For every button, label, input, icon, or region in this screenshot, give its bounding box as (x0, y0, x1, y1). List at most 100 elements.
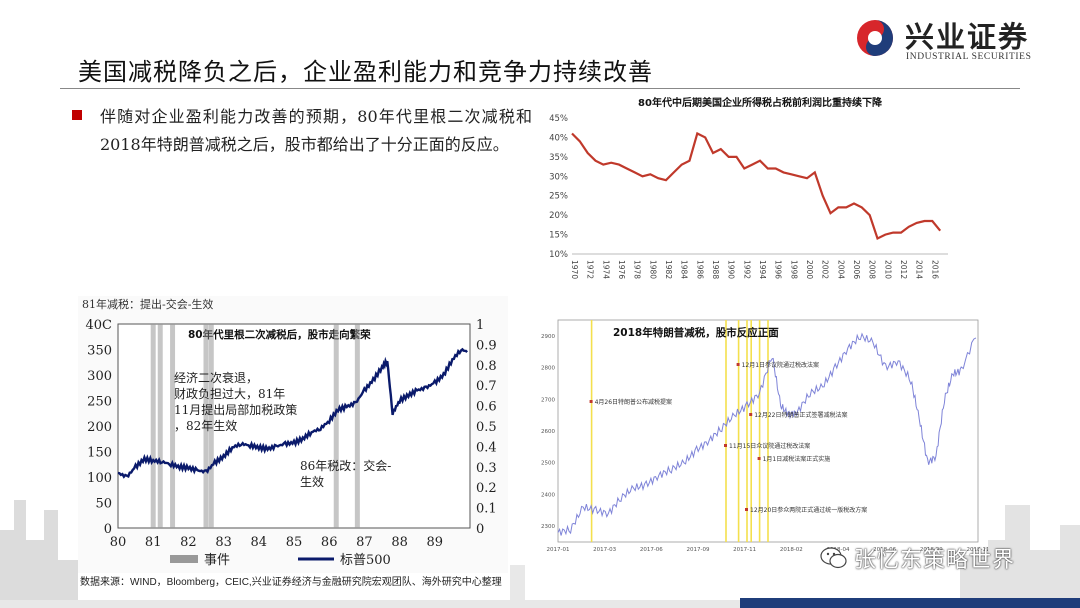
y-left-tick-label: 350 (87, 344, 112, 359)
annotation-marker (745, 508, 748, 511)
page-title: 美国减税降负之后，企业盈利能力和竞争力持续改善 (78, 58, 653, 86)
x-tick-label: 2008 (868, 260, 877, 279)
y-left-tick-label: 0 (104, 522, 112, 537)
brand-logo-icon (857, 20, 893, 56)
legend-label-sp500: 标普500 (340, 553, 391, 568)
y-tick-label: 30% (549, 172, 568, 182)
x-tick-label: 1984 (680, 260, 689, 279)
x-tick-label: 2017-09 (687, 547, 710, 553)
x-tick-label: 2017-01 (547, 547, 570, 553)
tax-share-chart-svg: 80年代中后期美国企业所得税占税前利润比重持续下降 45% 40% 35% 30% 25%… (549, 96, 948, 279)
trump-chart: 2900 2800 2700 2600 2500 2400 2300 2017-01 2017-… (528, 312, 989, 555)
y-tick-label: 2700 (541, 397, 555, 403)
x-tick-label: 1972 (586, 260, 595, 279)
annotation-marker (749, 413, 753, 416)
series-line (571, 131, 942, 241)
x-tick-label: 1982 (664, 260, 673, 279)
y-left-tick-label: 200 (87, 420, 112, 435)
x-tick-label: 83 (215, 535, 232, 550)
x-tick-label: 2000 (805, 260, 814, 279)
y-left-tick-label: 300 (87, 369, 112, 384)
reagan-chart-svg: 81年减税：提出-交会-生效 80年代里根二次减税后，股市走向繁荣 40C 350 30… (82, 297, 497, 568)
x-tick-label: 1986 (695, 260, 704, 279)
y-tick-label: 25% (549, 192, 568, 202)
chart-title: 2018年特朗普减税，股市反应正面 (613, 326, 779, 339)
x-tick-label: 80 (110, 535, 127, 550)
brand-name-en: INDUSTRIAL SECURITIES (906, 52, 1032, 62)
annotation-text: 生效 (300, 474, 324, 489)
y-tick-label: 2300 (541, 524, 555, 530)
y-right-tick-label: 0.9 (476, 338, 497, 353)
y-tick-label: 20% (549, 211, 568, 221)
legend-swatch-events (170, 555, 198, 563)
x-tick-label: 2017-06 (640, 547, 663, 553)
annotation-text: 4月26日特朗普公布减税提案 (595, 398, 672, 406)
x-tick-label: 88 (391, 535, 408, 550)
y-left-tick-label: 50 (95, 497, 112, 512)
y-tick-label: 2600 (541, 429, 555, 435)
annotation-text: ，82年生效 (174, 418, 237, 433)
watermark-text: 张忆东策略世界 (854, 548, 1016, 573)
chart-title: 80年代中后期美国企业所得税占税前利润比重持续下降 (638, 96, 883, 109)
x-tick-label: 82 (180, 535, 197, 550)
x-tick-label: 2006 (852, 260, 861, 279)
series-line (557, 332, 977, 536)
x-tick-label: 2017-03 (593, 547, 616, 553)
y-right-tick-label: 0.8 (476, 359, 497, 374)
x-tick-label: 2018-09 (920, 547, 943, 553)
annotation-marker (736, 363, 740, 366)
x-tick-label: 1996 (774, 260, 783, 279)
trump-chart-svg: 2900 2800 2700 2600 2500 2400 2300 2017-01 2017-… (541, 319, 989, 553)
x-tick-label: 2018-11 (967, 547, 988, 553)
y-right-tick-label: 0.4 (476, 440, 497, 455)
x-tick-label: 85 (286, 535, 303, 550)
x-tick-label: 89 (427, 535, 444, 550)
y-right-tick-label: 0.3 (476, 461, 497, 476)
x-tick-label: 1994 (758, 260, 767, 279)
x-tick-label: 2010 (883, 260, 892, 279)
y-right-tick-label: 1 (476, 318, 484, 333)
x-tick-label: 1976 (617, 260, 626, 279)
annotation-text: 11月15日众议院通过税改法案 (729, 442, 810, 450)
y-tick-label: 35% (549, 153, 568, 163)
x-tick-label: 1970 (570, 260, 579, 279)
annotation-text: 86年税改：交会- (300, 458, 391, 473)
bullet-text: 伴随对企业盈利能力改善的预期，80年代里根二次减税和2018年特朗普减税之后，股… (100, 107, 532, 154)
annotation-text: 11月提出局部加税政策 (174, 402, 297, 417)
y-left-tick-label: 250 (87, 395, 112, 410)
annotation-text: 12月1日参议院通过税改法案 (742, 361, 819, 369)
series-line-sp500 (117, 347, 468, 479)
y-right-tick-label: 0.7 (476, 379, 497, 394)
y-right-tick-label: 0 (476, 522, 484, 537)
y-tick-label: 2400 (541, 492, 555, 498)
x-tick-label: 2018-02 (780, 547, 803, 553)
chart-title: 80年代里根二次减税后，股市走向繁荣 (188, 328, 371, 341)
y-left-tick-label: 40C (86, 318, 113, 333)
y-right-tick-label: 0.1 (476, 502, 497, 517)
annotation-marker (589, 400, 593, 403)
x-tick-label: 1980 (648, 260, 657, 279)
x-tick-label: 2004 (836, 260, 845, 279)
city-skyline-decoration (0, 500, 1080, 608)
x-tick-label: 1990 (727, 260, 736, 279)
y-right-tick-label: 0.2 (476, 481, 497, 496)
wechat-icon (820, 547, 847, 569)
y-tick-label: 40% (549, 133, 568, 143)
y-tick-label: 10% (549, 250, 568, 260)
annotation-text: 12月20日参众两院正式通过统一版税改方案 (750, 506, 867, 514)
y-tick-label: 15% (549, 231, 568, 241)
annotation-marker (757, 457, 761, 460)
x-tick-label: 2012 (899, 260, 908, 279)
x-tick-label: 81 (145, 535, 162, 550)
annotation-text: 财政负担过大，81年 (174, 387, 285, 401)
tax-share-chart: 80年代中后期美国企业所得税占税前利润比重持续下降 45% 40% 35% 30% 25%… (540, 92, 955, 292)
x-tick-label: 2018-06 (873, 547, 896, 553)
y-left-tick-label: 150 (87, 446, 112, 461)
annotation-text: 经济二次衰退， (174, 370, 258, 385)
reagan-chart: 81年减税：提出-交会-生效 80年代里根二次减税后，股市走向繁荣 40C 350 30… (78, 296, 508, 573)
x-tick-label: 1992 (742, 260, 751, 279)
data-source-note: 数据来源：WIND，Bloomberg，CEIC,兴业证券经济与金融研究院宏观团… (80, 577, 502, 588)
y-left-tick-label: 100 (87, 471, 112, 486)
y-right-tick-label: 0.6 (476, 400, 497, 415)
plot-area (117, 323, 471, 529)
